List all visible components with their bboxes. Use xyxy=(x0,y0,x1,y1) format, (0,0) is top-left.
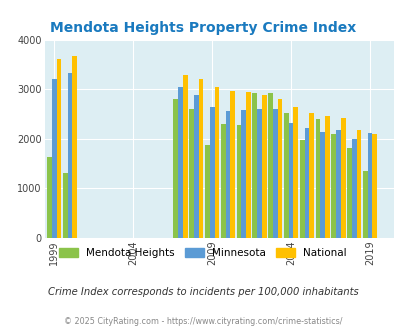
Bar xyxy=(371,134,376,238)
Bar xyxy=(214,86,219,238)
Bar xyxy=(236,125,241,238)
Bar xyxy=(205,145,209,238)
Bar xyxy=(241,110,245,238)
Bar xyxy=(315,119,320,238)
Bar xyxy=(351,139,356,238)
Bar xyxy=(293,107,298,238)
Bar xyxy=(268,93,272,238)
Bar xyxy=(299,140,304,238)
Bar xyxy=(277,100,282,238)
Bar xyxy=(173,99,178,238)
Bar xyxy=(261,95,266,238)
Bar xyxy=(189,110,194,238)
Text: Mendota Heights Property Crime Index: Mendota Heights Property Crime Index xyxy=(50,21,355,35)
Bar xyxy=(194,95,198,238)
Bar xyxy=(367,133,371,238)
Bar xyxy=(320,132,324,238)
Bar xyxy=(52,79,56,238)
Bar xyxy=(272,110,277,238)
Bar xyxy=(72,56,77,238)
Bar xyxy=(198,79,203,238)
Bar xyxy=(356,130,360,238)
Bar xyxy=(225,111,230,238)
Bar xyxy=(346,148,351,238)
Bar xyxy=(288,123,293,238)
Legend: Mendota Heights, Minnesota, National: Mendota Heights, Minnesota, National xyxy=(55,244,350,262)
Bar xyxy=(220,124,225,238)
Bar xyxy=(67,73,72,238)
Bar xyxy=(252,92,256,238)
Bar xyxy=(230,91,234,238)
Text: © 2025 CityRating.com - https://www.cityrating.com/crime-statistics/: © 2025 CityRating.com - https://www.city… xyxy=(64,317,341,326)
Bar xyxy=(340,118,345,238)
Bar xyxy=(47,157,52,238)
Bar xyxy=(256,110,261,238)
Bar xyxy=(335,130,340,238)
Bar xyxy=(309,114,313,238)
Bar xyxy=(245,92,250,238)
Bar xyxy=(182,75,187,238)
Bar xyxy=(63,173,67,238)
Bar xyxy=(284,113,288,238)
Bar xyxy=(330,134,335,238)
Bar xyxy=(362,171,367,238)
Bar xyxy=(178,87,182,238)
Bar xyxy=(324,116,329,238)
Text: Crime Index corresponds to incidents per 100,000 inhabitants: Crime Index corresponds to incidents per… xyxy=(47,287,358,297)
Bar xyxy=(56,59,61,238)
Bar xyxy=(304,128,309,238)
Bar xyxy=(209,107,214,238)
